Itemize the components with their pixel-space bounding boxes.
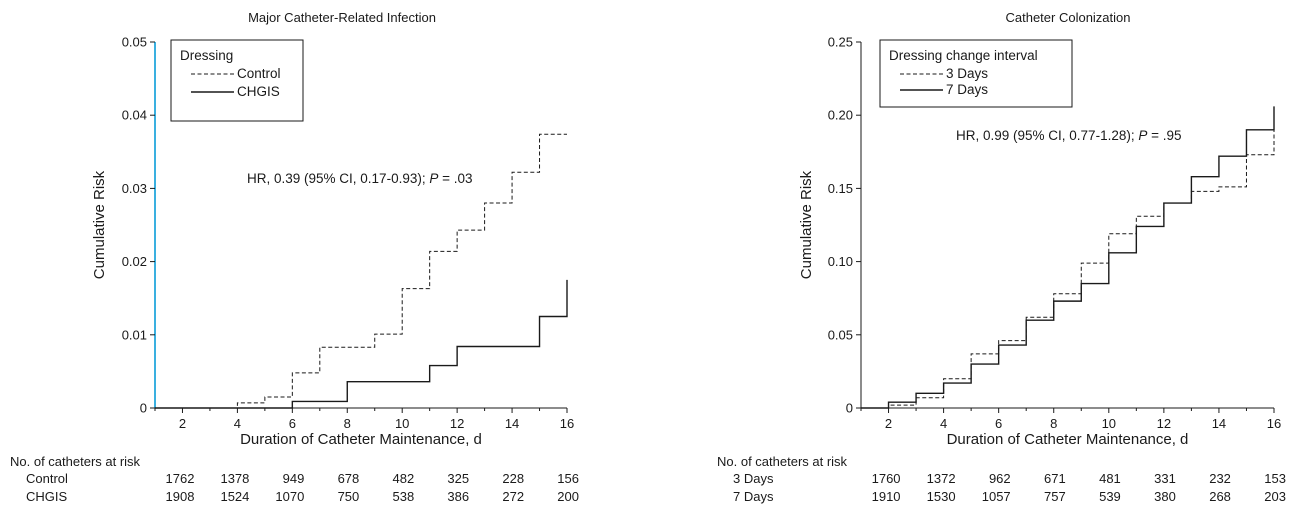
x-tick-label: 2: [179, 416, 186, 431]
at-risk-value: 1372: [927, 471, 956, 486]
hr-annotation-suffix: = .03: [438, 171, 472, 186]
at-risk-value: 156: [557, 471, 579, 486]
hr-annotation: HR, 0.99 (95% CI, 0.77-1.28); P = .95: [956, 128, 1182, 143]
hr-annotation: HR, 0.39 (95% CI, 0.17-0.93); P = .03: [247, 171, 473, 186]
at-risk-value: 1910: [872, 489, 901, 504]
at-risk-heading: No. of catheters at risk: [717, 454, 848, 469]
at-risk-value: 1378: [220, 471, 249, 486]
hr-annotation-prefix: HR, 0.39 (95% CI, 0.17-0.93);: [247, 171, 429, 186]
hr-annotation-prefix: HR, 0.99 (95% CI, 0.77-1.28);: [956, 128, 1138, 143]
x-tick-label: 6: [289, 416, 296, 431]
series-line-chgis: [155, 279, 568, 409]
x-axis-label: Duration of Catheter Maintenance, d: [240, 431, 482, 448]
y-tick-label: 0.01: [122, 327, 147, 342]
legend-entry: CHGIS: [237, 84, 280, 99]
chart-title: Major Catheter-Related Infection: [248, 10, 436, 25]
series-line-control: [155, 133, 567, 409]
y-tick-label: 0.04: [122, 108, 147, 123]
at-risk-value: 962: [989, 471, 1011, 486]
at-risk-value: 481: [1099, 471, 1121, 486]
series-line-7-days: [861, 106, 1275, 409]
y-tick-label: 0.20: [828, 108, 853, 123]
y-tick-label: 0.05: [828, 327, 853, 342]
at-risk-heading: No. of catheters at risk: [10, 454, 141, 469]
at-risk-value: 386: [447, 489, 469, 504]
at-risk-value: 539: [1099, 489, 1121, 504]
at-risk-value: 228: [502, 471, 524, 486]
legend-box: [170, 39, 304, 122]
x-tick-label: 12: [1157, 416, 1171, 431]
legend-box: [879, 39, 1073, 108]
y-tick-label: 0.25: [828, 35, 853, 50]
at-risk-value: 200: [557, 489, 579, 504]
x-tick-label: 4: [234, 416, 241, 431]
at-risk-value: 1530: [927, 489, 956, 504]
at-risk-value: 671: [1044, 471, 1066, 486]
at-risk-value: 1057: [982, 489, 1011, 504]
x-tick-label: 10: [1102, 416, 1116, 431]
chart-panel-1: Major Catheter-Related Infection 0 0.01 0.0…: [10, 10, 579, 504]
y-tick-label: 0: [846, 401, 853, 416]
legend-entry: 7 Days: [946, 82, 988, 97]
at-risk-value: 325: [447, 471, 469, 486]
at-risk-value: 380: [1154, 489, 1176, 504]
x-tick-label: 12: [450, 416, 464, 431]
legend-entry: 3 Days: [946, 66, 988, 81]
hr-annotation-p: P: [1138, 128, 1147, 143]
chart-title: Catheter Colonization: [1005, 10, 1130, 25]
at-risk-value: 232: [1209, 471, 1231, 486]
legend-entry: Control: [237, 66, 281, 81]
x-tick-label: 10: [395, 416, 409, 431]
legend-title: Dressing change interval: [889, 48, 1038, 63]
at-risk-value: 750: [338, 489, 360, 504]
series-line-3-days: [861, 129, 1275, 409]
at-risk-value: 1908: [166, 489, 195, 504]
x-tick-label: 16: [560, 416, 574, 431]
at-risk-value: 1524: [220, 489, 249, 504]
at-risk-value: 482: [392, 471, 414, 486]
at-risk-row-label: 7 Days: [733, 489, 774, 504]
legend-title: Dressing: [180, 48, 233, 63]
at-risk-value: 949: [283, 471, 305, 486]
y-tick-label: 0.10: [828, 254, 853, 269]
chart-panel-2: Catheter Colonization 0 0.05 0.10 0.15 0.20 0.…: [717, 10, 1286, 504]
at-risk-row-label: CHGIS: [26, 489, 68, 504]
y-tick-label: 0.05: [122, 35, 147, 50]
x-tick-label: 14: [505, 416, 519, 431]
at-risk-value: 757: [1044, 489, 1066, 504]
hr-annotation-p: P: [429, 171, 438, 186]
at-risk-value: 678: [338, 471, 360, 486]
x-tick-label: 16: [1267, 416, 1281, 431]
x-tick-label: 6: [995, 416, 1002, 431]
at-risk-value: 1762: [166, 471, 195, 486]
hr-annotation-suffix: = .95: [1147, 128, 1181, 143]
at-risk-value: 272: [502, 489, 524, 504]
y-tick-label: 0.02: [122, 254, 147, 269]
at-risk-value: 203: [1264, 489, 1286, 504]
y-tick-label: 0: [140, 401, 147, 416]
at-risk-value: 1760: [872, 471, 901, 486]
at-risk-row-label: Control: [26, 471, 68, 486]
at-risk-value: 1070: [275, 489, 304, 504]
x-tick-label: 8: [1050, 416, 1057, 431]
at-risk-value: 538: [392, 489, 414, 504]
x-tick-label: 14: [1212, 416, 1226, 431]
at-risk-row-label: 3 Days: [733, 471, 774, 486]
x-tick-label: 8: [344, 416, 351, 431]
y-tick-label: 0.03: [122, 181, 147, 196]
y-axis-label: Cumulative Risk: [91, 170, 108, 279]
y-tick-label: 0.15: [828, 181, 853, 196]
x-tick-label: 2: [885, 416, 892, 431]
x-axis-label: Duration of Catheter Maintenance, d: [947, 431, 1189, 448]
at-risk-value: 268: [1209, 489, 1231, 504]
at-risk-value: 331: [1154, 471, 1176, 486]
at-risk-value: 153: [1264, 471, 1286, 486]
x-tick-label: 4: [940, 416, 947, 431]
y-axis-label: Cumulative Risk: [798, 170, 815, 279]
